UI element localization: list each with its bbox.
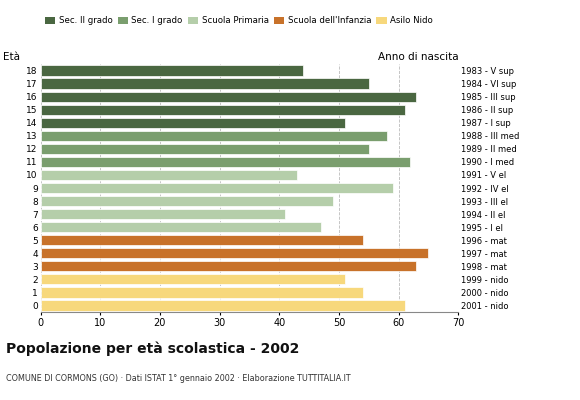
Bar [41,170,297,180]
Text: Popolazione per età scolastica - 2002: Popolazione per età scolastica - 2002 [6,342,299,356]
Bar [41,248,429,258]
Bar [41,209,285,219]
Bar [41,78,369,89]
Bar [41,104,404,115]
Bar [41,261,416,272]
Text: Età: Età [3,52,20,62]
Text: COMUNE DI CORMONS (GO) · Dati ISTAT 1° gennaio 2002 · Elaborazione TUTTITALIA.IT: COMUNE DI CORMONS (GO) · Dati ISTAT 1° g… [6,374,350,383]
Legend: Sec. II grado, Sec. I grado, Scuola Primaria, Scuola dell'Infanzia, Asilo Nido: Sec. II grado, Sec. I grado, Scuola Prim… [45,16,433,25]
Bar [41,131,387,141]
Bar [41,300,404,310]
Bar [41,287,362,298]
Bar [41,144,369,154]
Bar [41,274,345,284]
Bar [41,66,303,76]
Bar [41,222,321,232]
Bar [41,157,411,167]
Bar [41,183,393,193]
Bar [41,196,333,206]
Bar [41,92,416,102]
Bar [41,235,362,245]
Bar [41,118,345,128]
Text: Anno di nascita: Anno di nascita [378,52,458,62]
